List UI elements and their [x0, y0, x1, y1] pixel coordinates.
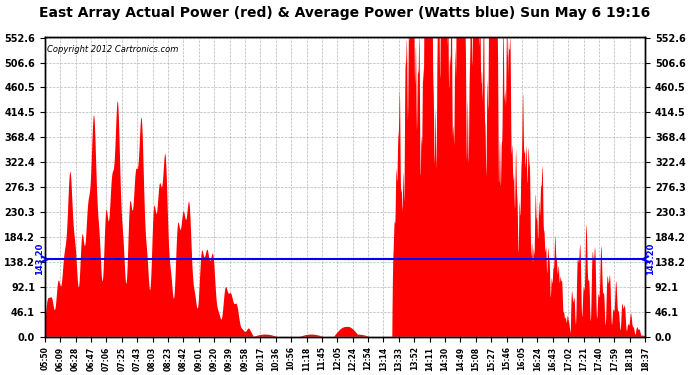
- Text: Copyright 2012 Cartronics.com: Copyright 2012 Cartronics.com: [46, 45, 178, 54]
- Text: East Array Actual Power (red) & Average Power (Watts blue) Sun May 6 19:16: East Array Actual Power (red) & Average …: [39, 6, 651, 20]
- Text: 143.20: 143.20: [35, 243, 44, 275]
- Text: 143.20: 143.20: [646, 243, 655, 275]
